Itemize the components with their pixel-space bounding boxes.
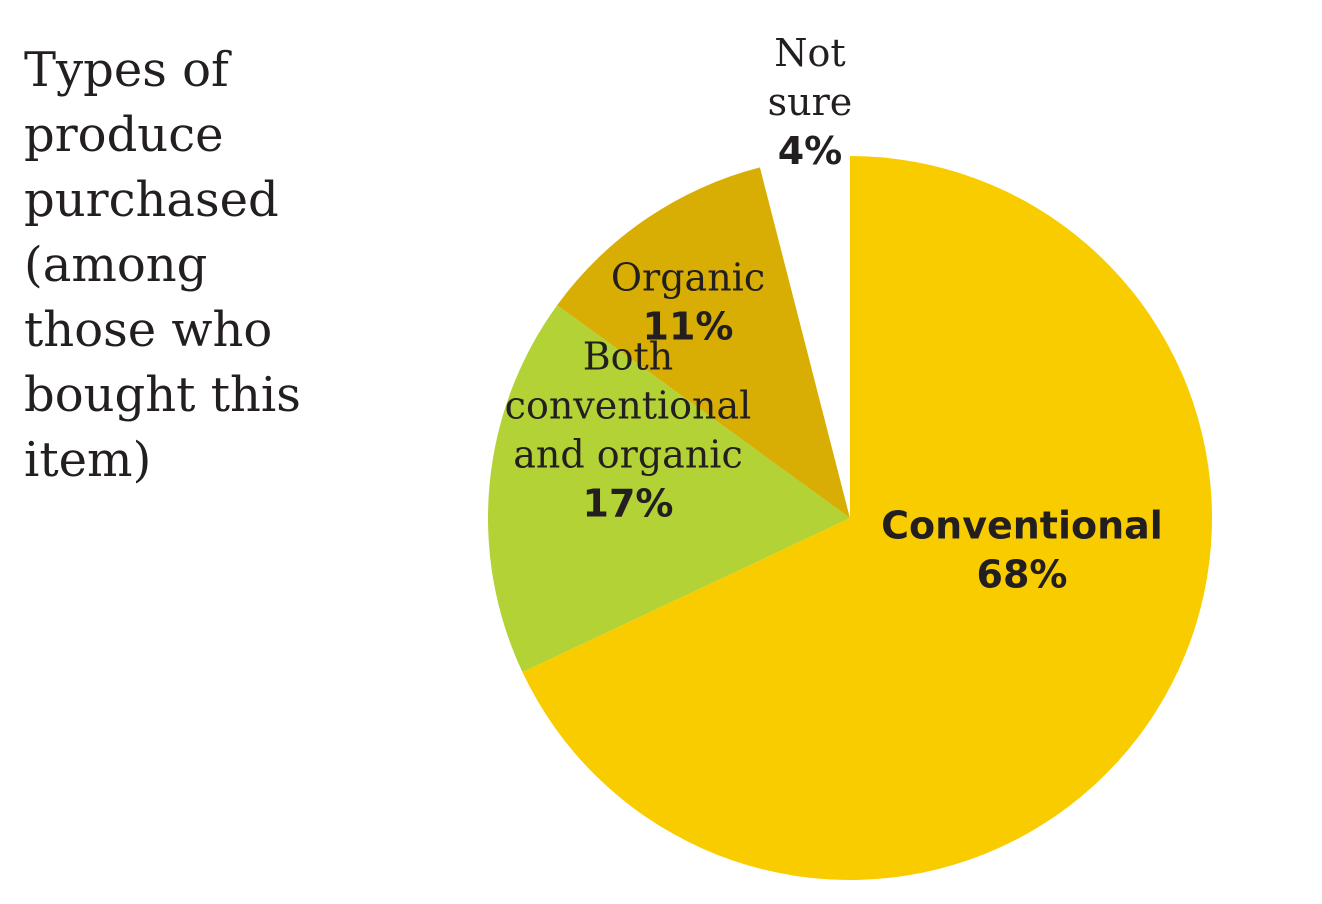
slice-label-organic: Organic (611, 256, 765, 300)
slice-label-not-sure: Not (774, 31, 845, 75)
pie-slice-conventional (522, 156, 1212, 880)
slice-value-conventional: 68% (977, 553, 1068, 597)
pie-slice-both-conventional-and-organic (488, 305, 850, 673)
chart-title: Types of produce purchased (among those … (24, 42, 301, 488)
slice-value-organic: 11% (643, 305, 734, 349)
slice-label-not-sure: sure (768, 80, 853, 124)
slice-value-both-conventional-and-organic: 17% (583, 482, 674, 526)
slice-label-both-conventional-and-organic: conventional (505, 384, 752, 428)
slice-label-both-conventional-and-organic: Both (583, 335, 674, 379)
slice-label-both-conventional-and-organic: and organic (513, 433, 742, 477)
slice-value-not-sure: 4% (778, 129, 843, 173)
pie-slice-organic (557, 167, 850, 518)
pie-slice-not-sure (759, 155, 850, 518)
slice-label-conventional: Conventional (881, 504, 1163, 548)
